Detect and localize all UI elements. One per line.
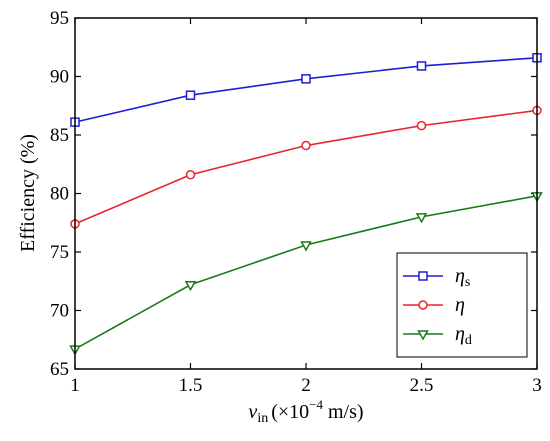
legend-item-2: η xyxy=(403,294,465,316)
x-tick-label: 3 xyxy=(532,375,542,396)
y-tick-label: 90 xyxy=(50,67,69,88)
x-label-sub: in xyxy=(257,411,268,426)
legend-item-1: ηs xyxy=(403,265,470,290)
legend-symbol: η xyxy=(455,265,465,287)
series-line xyxy=(74,109,538,225)
plot-frame xyxy=(74,17,538,370)
legend-symbol: η xyxy=(455,323,465,345)
x-tick-label: 1.5 xyxy=(179,375,203,396)
x-label-unit-open: (×10 xyxy=(271,401,309,423)
series-1 xyxy=(70,53,542,127)
y-tick-label: 75 xyxy=(50,242,69,263)
legend-label: η xyxy=(455,294,465,316)
circle-marker xyxy=(416,120,427,131)
square-marker xyxy=(416,61,427,71)
y-tick-label: 80 xyxy=(50,184,69,205)
x-tick-label: 1 xyxy=(70,375,80,396)
legend-triangle-down-marker xyxy=(417,330,429,341)
series-2 xyxy=(70,105,542,229)
y-tick-labels: 65 70 75 80 85 90 95 xyxy=(50,8,69,380)
x-axis-label: vin (×10−4 m/s) xyxy=(248,397,363,426)
triangle-down-marker xyxy=(415,213,428,224)
legend-subscript: d xyxy=(465,333,472,348)
x-label-unit-close: m/s) xyxy=(323,401,364,423)
x-tick-label: 2.5 xyxy=(410,375,434,396)
legend-label: ηd xyxy=(455,323,472,348)
series-layer xyxy=(69,53,543,356)
x-label-var: v xyxy=(248,401,257,423)
legend-circle-marker xyxy=(418,300,428,310)
legend-item-3: ηd xyxy=(403,323,472,348)
x-tick-labels: 1 1.5 2 2.5 3 xyxy=(70,375,542,396)
legend-symbol: η xyxy=(455,294,465,316)
triangle-down-marker xyxy=(184,281,197,292)
triangle-down-marker xyxy=(300,241,312,252)
x-label-exp: −4 xyxy=(309,397,323,412)
circle-marker xyxy=(301,140,311,151)
y-tick-label: 95 xyxy=(50,8,69,29)
y-tick-label: 70 xyxy=(50,301,69,322)
x-tick-label: 2 xyxy=(301,375,311,396)
y-axis-label: Efficiency (%) xyxy=(17,134,39,252)
legend-square-marker xyxy=(418,271,428,281)
y-tick-label: 85 xyxy=(50,125,69,146)
legend-label: ηs xyxy=(455,265,470,290)
circle-marker xyxy=(185,170,196,180)
square-marker xyxy=(301,74,311,84)
y-tick-label: 65 xyxy=(50,359,69,380)
square-marker xyxy=(185,90,196,100)
legend-subscript: s xyxy=(465,275,470,290)
series-line xyxy=(74,56,538,123)
